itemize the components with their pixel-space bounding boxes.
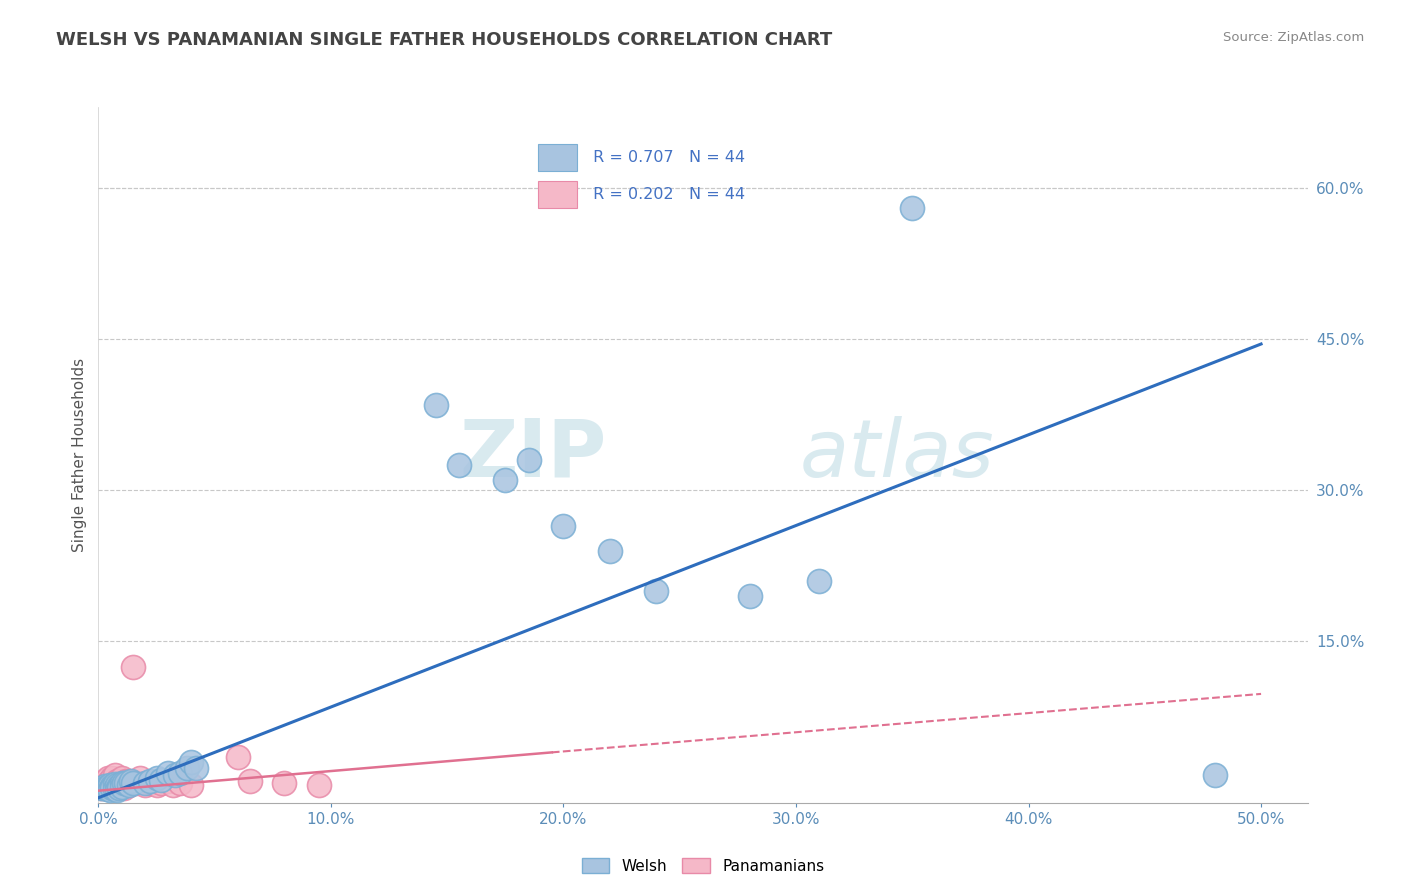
Text: atlas: atlas	[800, 416, 994, 494]
Point	[308, 778, 330, 792]
Point	[145, 778, 167, 792]
Point	[90, 778, 112, 792]
Point	[157, 765, 180, 780]
Point	[97, 771, 120, 785]
Point	[180, 778, 202, 792]
Point	[104, 775, 127, 789]
Point	[138, 773, 160, 788]
Point	[97, 780, 120, 794]
Legend: Welsh, Panamanians: Welsh, Panamanians	[575, 852, 831, 880]
Point	[165, 767, 187, 781]
Point	[97, 775, 120, 789]
Point	[162, 778, 184, 792]
Point	[150, 772, 173, 787]
Point	[91, 780, 114, 795]
Point	[112, 775, 135, 789]
Point	[91, 779, 114, 793]
Point	[124, 775, 146, 789]
Point	[111, 775, 134, 789]
Point	[105, 782, 128, 797]
Point	[122, 659, 145, 673]
Point	[134, 778, 156, 792]
Point	[239, 773, 262, 788]
Point	[98, 773, 121, 788]
Point	[112, 780, 135, 795]
Point	[104, 781, 127, 796]
Point	[98, 780, 121, 795]
Point	[150, 775, 173, 789]
Point	[104, 778, 127, 792]
Y-axis label: Single Father Households: Single Father Households	[72, 358, 87, 552]
Point	[98, 782, 121, 797]
Point	[112, 775, 135, 789]
Bar	[538, 144, 576, 171]
Point	[111, 775, 134, 789]
Point	[91, 775, 114, 789]
Point	[120, 775, 142, 789]
Point	[115, 773, 138, 788]
Point	[425, 397, 447, 411]
Text: R = 0.707   N = 44: R = 0.707 N = 44	[588, 150, 745, 165]
Point	[90, 780, 112, 795]
Point	[105, 778, 128, 792]
Point	[104, 767, 127, 781]
Point	[111, 780, 134, 794]
Point	[101, 771, 124, 785]
Point	[145, 771, 167, 785]
Point	[169, 775, 191, 789]
Point	[599, 543, 621, 558]
Point	[105, 778, 128, 792]
Point	[901, 201, 924, 215]
Point	[517, 453, 540, 467]
Point	[118, 773, 141, 788]
Point	[108, 779, 131, 793]
Point	[808, 574, 831, 588]
Point	[115, 775, 138, 789]
Point	[447, 458, 470, 472]
Point	[94, 773, 117, 788]
Point	[94, 778, 117, 792]
Point	[101, 775, 124, 789]
Point	[138, 775, 160, 789]
Point	[94, 780, 117, 795]
Text: R = 0.202   N = 44: R = 0.202 N = 44	[588, 187, 745, 202]
Point	[645, 584, 668, 599]
Text: WELSH VS PANAMANIAN SINGLE FATHER HOUSEHOLDS CORRELATION CHART: WELSH VS PANAMANIAN SINGLE FATHER HOUSEH…	[56, 31, 832, 49]
Point	[118, 778, 141, 792]
Point	[108, 780, 131, 795]
Point	[98, 779, 121, 793]
Bar	[538, 181, 576, 209]
Point	[94, 779, 117, 793]
Point	[98, 778, 121, 792]
Point	[101, 779, 124, 793]
Text: Source: ZipAtlas.com: Source: ZipAtlas.com	[1223, 31, 1364, 45]
Text: ZIP: ZIP	[458, 416, 606, 494]
Point	[553, 518, 575, 533]
Point	[101, 780, 124, 795]
Point	[122, 775, 145, 789]
Point	[184, 760, 207, 774]
Point	[105, 773, 128, 788]
Point	[273, 775, 295, 789]
Point	[226, 750, 249, 764]
Point	[134, 775, 156, 789]
Point	[176, 760, 198, 774]
Point	[108, 775, 131, 789]
Point	[120, 773, 142, 788]
Point	[97, 781, 120, 796]
Point	[90, 780, 112, 795]
Point	[1204, 767, 1226, 781]
Point	[104, 777, 127, 791]
Point	[108, 780, 131, 794]
Point	[129, 771, 152, 785]
Point	[111, 771, 134, 785]
Point	[169, 765, 191, 780]
Point	[180, 756, 202, 770]
Point	[494, 473, 516, 487]
Point	[157, 773, 180, 788]
Point	[738, 589, 761, 603]
Point	[118, 778, 141, 792]
Point	[94, 780, 117, 795]
